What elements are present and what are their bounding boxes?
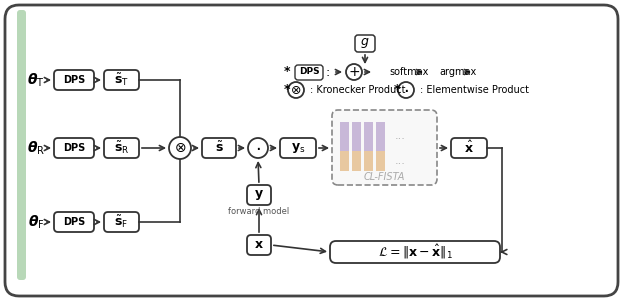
Text: *: *: [394, 83, 400, 97]
Text: :: :: [326, 66, 330, 79]
Bar: [364, 122, 373, 151]
FancyBboxPatch shape: [104, 70, 139, 90]
Text: $\cdot$: $\cdot$: [403, 81, 409, 99]
FancyBboxPatch shape: [54, 70, 94, 90]
Circle shape: [346, 64, 362, 80]
FancyBboxPatch shape: [247, 185, 271, 205]
Text: $\mathcal{L} = \|\mathbf{x} - \hat{\mathbf{x}}\|_1$: $\mathcal{L} = \|\mathbf{x} - \hat{\math…: [378, 243, 452, 261]
Text: $\tilde{\mathbf{s}}_\mathrm{T}$: $\tilde{\mathbf{s}}_\mathrm{T}$: [114, 72, 129, 88]
Text: DPS: DPS: [63, 75, 85, 85]
Text: argmax: argmax: [439, 67, 476, 77]
FancyBboxPatch shape: [295, 65, 323, 80]
Text: : Kronecker Product: : Kronecker Product: [310, 85, 406, 95]
Text: $\hat{\mathbf{x}}$: $\hat{\mathbf{x}}$: [464, 140, 474, 156]
FancyBboxPatch shape: [54, 138, 94, 158]
FancyBboxPatch shape: [17, 10, 26, 280]
Text: $\tilde{\mathbf{s}}_\mathrm{F}$: $\tilde{\mathbf{s}}_\mathrm{F}$: [114, 214, 129, 230]
FancyBboxPatch shape: [247, 235, 271, 255]
Text: DPS: DPS: [63, 217, 85, 227]
Circle shape: [248, 138, 268, 158]
Text: DPS: DPS: [299, 68, 319, 76]
Bar: [376, 122, 385, 151]
Text: $\boldsymbol{\theta}_\mathrm{F}$: $\boldsymbol{\theta}_\mathrm{F}$: [27, 213, 44, 231]
Circle shape: [169, 137, 191, 159]
Text: *: *: [284, 66, 290, 79]
Text: $g$: $g$: [360, 37, 370, 50]
FancyBboxPatch shape: [330, 241, 500, 263]
Text: ...: ...: [394, 131, 406, 141]
Text: : Elementwise Product: : Elementwise Product: [420, 85, 529, 95]
FancyBboxPatch shape: [451, 138, 487, 158]
FancyBboxPatch shape: [332, 110, 437, 185]
Text: +: +: [348, 65, 360, 79]
Text: $\tilde{\mathbf{s}}_\mathrm{R}$: $\tilde{\mathbf{s}}_\mathrm{R}$: [114, 140, 129, 156]
Text: softmax: softmax: [389, 67, 428, 77]
Circle shape: [398, 82, 414, 98]
FancyBboxPatch shape: [104, 212, 139, 232]
Bar: [376, 151, 385, 171]
Bar: [352, 151, 361, 171]
Text: CL-FISTA: CL-FISTA: [364, 172, 405, 182]
Bar: [364, 151, 373, 171]
Text: $\mathbf{x}$: $\mathbf{x}$: [254, 239, 264, 252]
Text: $\boldsymbol{\theta}_\mathrm{T}$: $\boldsymbol{\theta}_\mathrm{T}$: [27, 71, 45, 89]
FancyBboxPatch shape: [202, 138, 236, 158]
FancyBboxPatch shape: [280, 138, 316, 158]
Circle shape: [288, 82, 304, 98]
Text: $\otimes$: $\otimes$: [174, 141, 186, 155]
Bar: [340, 151, 349, 171]
Text: $\mathbf{y}_\mathrm{s}$: $\mathbf{y}_\mathrm{s}$: [291, 141, 305, 155]
Text: $\cdot$: $\cdot$: [255, 139, 261, 157]
Text: ...: ...: [394, 156, 406, 166]
Text: *: *: [284, 83, 290, 97]
FancyBboxPatch shape: [5, 5, 618, 296]
FancyBboxPatch shape: [54, 212, 94, 232]
Text: $\boldsymbol{\theta}_\mathrm{R}$: $\boldsymbol{\theta}_\mathrm{R}$: [27, 139, 45, 157]
Text: forward model: forward model: [228, 207, 290, 216]
Text: $\tilde{\mathbf{s}}$: $\tilde{\mathbf{s}}$: [215, 141, 223, 155]
Text: $\mathbf{y}$: $\mathbf{y}$: [254, 188, 264, 202]
Bar: [340, 122, 349, 151]
FancyBboxPatch shape: [355, 35, 375, 52]
Bar: [352, 122, 361, 151]
FancyBboxPatch shape: [104, 138, 139, 158]
Text: $\otimes$: $\otimes$: [290, 83, 301, 97]
Text: DPS: DPS: [63, 143, 85, 153]
